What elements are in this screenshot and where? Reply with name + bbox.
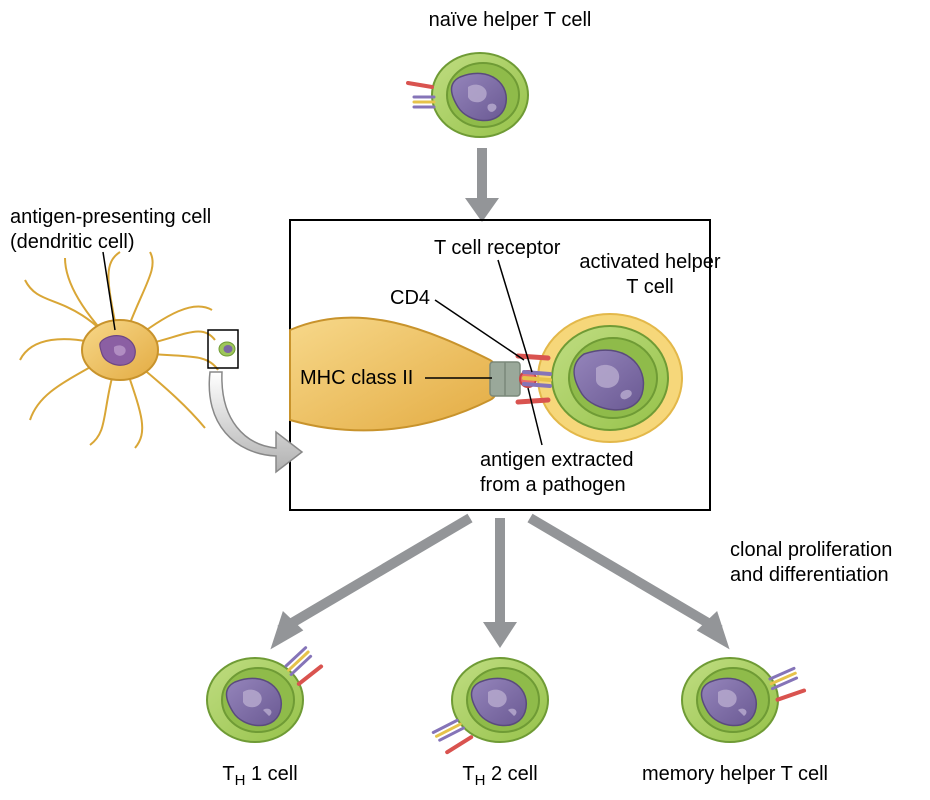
- th2-H: H: [475, 772, 486, 789]
- clonal-line1: clonal proliferation: [730, 539, 892, 561]
- arrow-to-th2: [483, 518, 517, 648]
- apc-leader: [103, 252, 115, 330]
- clonal-line2: and differentiation: [730, 564, 889, 586]
- th2-T: T: [462, 763, 474, 785]
- activated-line2: T cell: [626, 276, 673, 298]
- arrow-to-memory: [530, 518, 743, 649]
- clonal-label: clonal proliferation and differentiation: [730, 538, 892, 588]
- activated-line1: activated helper: [579, 251, 720, 273]
- th1-rest: 1 cell: [245, 763, 297, 785]
- mhc-label: MHC class II: [300, 366, 413, 391]
- zoom-source-box: [208, 330, 238, 368]
- cd4-label: CD4: [390, 286, 430, 311]
- th2-rest: 2 cell: [485, 763, 537, 785]
- tcr-leader: [498, 260, 532, 372]
- dendritic-cell: [20, 252, 218, 448]
- th1-T: T: [222, 763, 234, 785]
- th1-label: TH 1 cell: [200, 762, 320, 791]
- activated-t-cell: [518, 314, 682, 442]
- th2-cell: [432, 658, 548, 755]
- antigen-line1: antigen extracted: [480, 449, 633, 471]
- naive-t-cell-label: naïve helper T cell: [380, 8, 640, 33]
- activated-label: activated helper T cell: [560, 250, 740, 300]
- antigen-label: antigen extracted from a pathogen: [480, 448, 633, 498]
- naive-t-cell: [408, 53, 528, 137]
- memory-t-cell: [682, 658, 805, 742]
- memory-label: memory helper T cell: [620, 762, 850, 787]
- th1-cell: [207, 646, 323, 742]
- apc-label-line1: antigen-presenting cell: [10, 206, 211, 228]
- th2-label: TH 2 cell: [440, 762, 560, 791]
- apc-label-line2: (dendritic cell): [10, 231, 134, 253]
- arrow-down-top: [465, 148, 499, 222]
- apc-label: antigen-presenting cell (dendritic cell): [10, 205, 211, 255]
- arrow-to-th1: [257, 518, 470, 649]
- tcr-label: T cell receptor: [434, 236, 560, 261]
- th1-H: H: [235, 772, 246, 789]
- antigen-line2: from a pathogen: [480, 474, 626, 496]
- diagram-canvas: [0, 0, 930, 800]
- zoom-arrow: [209, 372, 302, 472]
- mhc-class-ii: [490, 362, 520, 396]
